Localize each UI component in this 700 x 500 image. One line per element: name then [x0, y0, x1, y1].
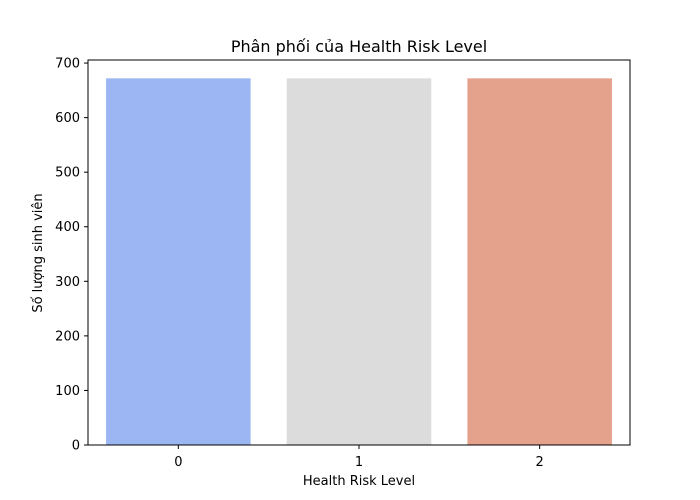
x-tick-label: 0: [174, 455, 182, 470]
bar-2: [467, 78, 612, 445]
y-tick-label: 700: [55, 57, 80, 72]
y-tick-label: 600: [55, 111, 80, 126]
y-tick-label: 100: [55, 384, 80, 399]
bar-1: [286, 78, 432, 445]
y-axis-ticks: 0 100 200 300 400 500 600 700: [55, 57, 88, 454]
y-tick-label: 500: [55, 166, 80, 181]
y-tick-label: 200: [55, 329, 80, 344]
y-tick-label: 300: [55, 275, 80, 290]
y-axis-label: Số lượng sinh viên: [31, 193, 46, 312]
y-tick-label: 0: [72, 439, 80, 454]
x-tick-label: 1: [355, 455, 363, 470]
chart-title: Phân phối của Health Risk Level: [231, 37, 487, 56]
x-axis-ticks: 0 1 2: [174, 445, 544, 470]
y-tick-label: 400: [55, 220, 80, 235]
x-tick-label: 2: [536, 455, 544, 470]
bar-0: [106, 78, 251, 445]
bars-layer: [106, 78, 612, 445]
x-axis-label: Health Risk Level: [303, 474, 415, 489]
